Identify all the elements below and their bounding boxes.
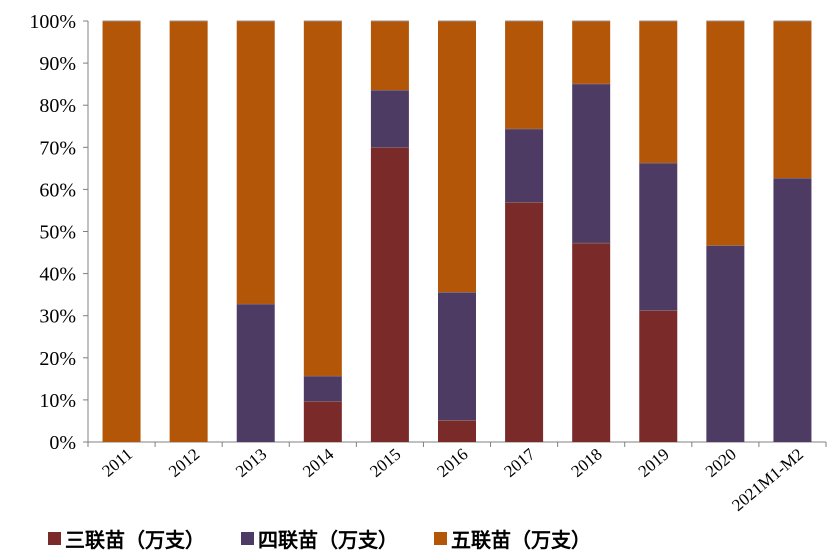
x-tick-label: 2014 <box>299 444 338 481</box>
legend-label: 四联苗（万支） <box>258 527 398 552</box>
bar-segment-2 <box>303 375 342 402</box>
y-tick-label: 50% <box>39 222 76 244</box>
x-tick-labels: 2011 2012 2013 2014 2015 2016 2017 2018 2019 2020… <box>98 444 807 515</box>
y-tick-label: 60% <box>39 179 76 201</box>
bar-segment-2 <box>505 128 544 203</box>
x-tick-label: 2019 <box>635 445 673 481</box>
bars <box>102 20 812 443</box>
y-tick-label: 10% <box>39 390 76 412</box>
bar-segment-3 <box>169 21 208 442</box>
y-tick-labels: 0% 10% 20% 30% 40% 50% 60% 70% 80% 90% 100% <box>29 11 76 454</box>
bar-segment-2 <box>236 303 275 442</box>
bar-segment-1 <box>639 310 678 442</box>
y-tick-label: 40% <box>39 264 76 286</box>
x-tick-label: 2021M1-M2 <box>728 445 807 515</box>
bar-segment-2 <box>370 90 409 148</box>
bar-segment-2 <box>706 245 745 442</box>
y-tick-label: 90% <box>39 53 76 75</box>
bar-segment-1 <box>370 147 409 443</box>
x-tick-label: 2016 <box>433 445 471 481</box>
legend-item-1: 三联苗（万支） <box>48 524 205 553</box>
bar-segment-3 <box>438 21 476 293</box>
bar-segment-3 <box>236 21 275 304</box>
y-tick-label: 100% <box>29 11 76 33</box>
bar-segment-1 <box>303 401 342 442</box>
y-tick-label: 30% <box>39 306 76 328</box>
y-tick-label: 70% <box>39 137 76 159</box>
legend-swatch <box>434 531 447 545</box>
bar-segment-3 <box>102 21 141 442</box>
y-tick-label: 80% <box>39 95 76 117</box>
legend-swatch <box>241 531 254 545</box>
bar-segment-3 <box>572 21 611 84</box>
legend-label: 三联苗（万支） <box>65 527 205 552</box>
legend: 三联苗（万支） 四联苗（万支） 五联苗（万支） <box>48 524 627 553</box>
x-tick-label: 2011 <box>98 445 136 481</box>
bar-segment-2 <box>572 83 611 243</box>
bar-segment-3 <box>303 21 342 376</box>
x-tick-label: 2020 <box>702 445 740 481</box>
bar-segment-1 <box>572 242 611 442</box>
bar-segment-3 <box>773 21 812 179</box>
legend-item-2: 四联苗（万支） <box>241 524 398 553</box>
bar-segment-2 <box>639 162 678 311</box>
x-tick-label: 2017 <box>500 444 539 481</box>
legend-swatch <box>48 531 61 545</box>
bar-segment-3 <box>370 21 409 91</box>
bar-segment-1 <box>505 202 544 442</box>
y-tick-label: 20% <box>39 348 76 370</box>
x-tick-label: 2018 <box>567 445 605 481</box>
x-tick-label: 2015 <box>366 445 404 481</box>
bar-segment-3 <box>706 21 745 246</box>
y-tick-label: 0% <box>49 432 76 454</box>
bar-segment-2 <box>773 178 812 442</box>
x-tick-label: 2012 <box>165 445 203 481</box>
bar-segment-1 <box>438 420 476 442</box>
bar-segment-3 <box>505 21 544 129</box>
bar-segment-2 <box>438 292 476 421</box>
axes <box>83 20 827 447</box>
x-tick-label: 2013 <box>232 445 270 481</box>
bar-segment-3 <box>639 21 678 163</box>
legend-item-3: 五联苗（万支） <box>434 524 591 553</box>
legend-label: 五联苗（万支） <box>451 527 591 552</box>
